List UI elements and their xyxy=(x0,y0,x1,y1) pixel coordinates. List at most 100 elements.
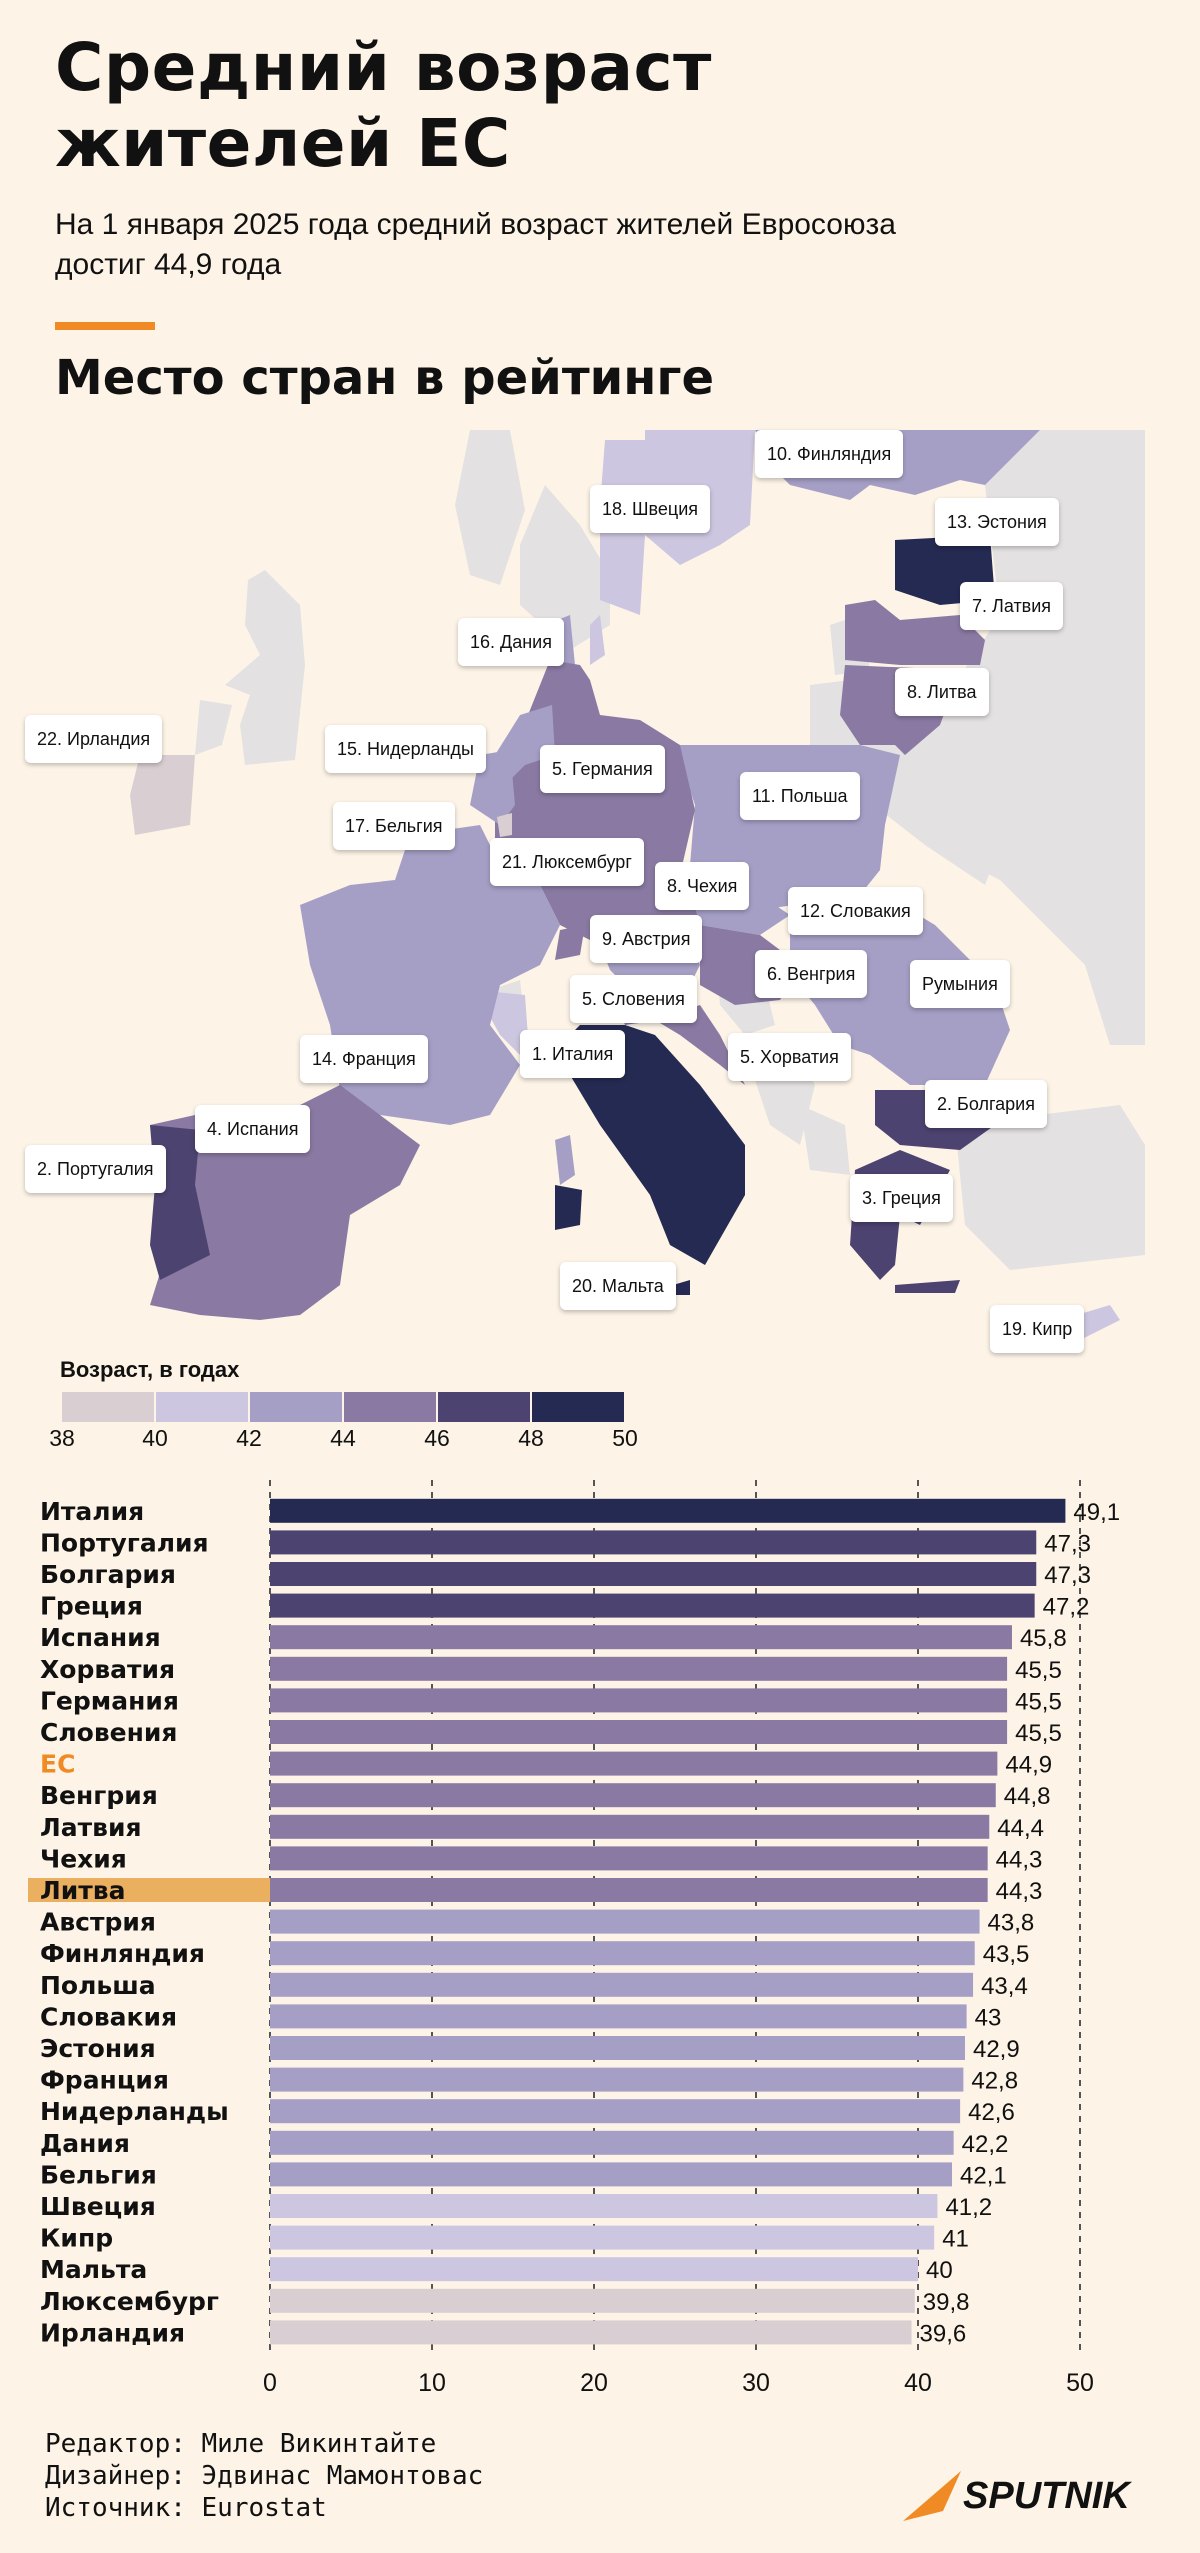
legend-tick-40: 40 xyxy=(142,1425,168,1451)
map-label-greece: 3. Греция xyxy=(850,1174,953,1222)
value-label: 41 xyxy=(942,2226,969,2253)
value-label: 47,3 xyxy=(1044,1530,1091,1557)
bar xyxy=(270,1498,1066,1523)
bar xyxy=(270,1562,1037,1586)
bar xyxy=(270,2130,954,2155)
sputnik-logo: SPUTNIK xyxy=(903,2471,1130,2521)
map-label-poland: 11. Польша xyxy=(740,772,860,820)
category-label: Финляндия xyxy=(40,1939,205,1968)
bar xyxy=(270,1593,1035,1618)
map-label-netherlands: 15. Нидерланды xyxy=(325,725,486,773)
value-label: 43 xyxy=(975,2004,1002,2031)
credit-source: Источник: Eurostat xyxy=(45,2493,327,2523)
value-label: 41,2 xyxy=(945,2194,992,2221)
value-label: 47,2 xyxy=(1043,1594,1090,1621)
category-label: Дания xyxy=(40,2129,130,2158)
category-label: Венгрия xyxy=(40,1781,158,1810)
legend-swatch-48-50 xyxy=(532,1392,624,1422)
category-label: Кипр xyxy=(40,2224,113,2253)
x-tick-label: 20 xyxy=(580,2369,608,2397)
value-label: 42,1 xyxy=(960,2162,1007,2189)
category-label: Чехия xyxy=(40,1844,127,1873)
bar xyxy=(270,2194,938,2218)
bar xyxy=(270,2004,967,2029)
legend-tick-44: 44 xyxy=(330,1425,356,1451)
x-tick-label: 50 xyxy=(1066,2369,1094,2397)
value-label: 45,5 xyxy=(1015,1720,1062,1747)
map-label-romania: Румыния xyxy=(910,960,1010,1008)
bar xyxy=(270,1783,996,1808)
x-tick-label: 30 xyxy=(742,2369,770,2397)
legend-swatch-38-40 xyxy=(62,1392,154,1422)
map-label-denmark: 16. Дания xyxy=(458,618,564,666)
map-label-germany: 5. Германия xyxy=(540,745,665,793)
map-label-italy: 1. Италия xyxy=(520,1030,626,1078)
x-tick-label: 0 xyxy=(263,2369,277,2397)
value-label: 39,6 xyxy=(920,2320,967,2347)
map-label-cyprus: 19. Кипр xyxy=(990,1305,1085,1353)
value-label: 45,5 xyxy=(1015,1657,1062,1684)
map-label-portugal: 2. Португалия xyxy=(25,1145,166,1193)
bar xyxy=(270,1814,990,1839)
value-label: 47,3 xyxy=(1044,1562,1091,1589)
bar xyxy=(270,2099,961,2124)
bar xyxy=(270,2288,915,2313)
category-label: Словакия xyxy=(40,2002,177,2031)
value-label: 42,9 xyxy=(973,2036,1020,2063)
category-label: Франция xyxy=(40,2066,169,2095)
legend-tick-38: 38 xyxy=(49,1425,75,1451)
bar xyxy=(270,2036,965,2060)
value-label: 44,3 xyxy=(996,1878,1043,1905)
category-label: Австрия xyxy=(40,1908,156,1937)
legend-title: Возраст, в годах xyxy=(60,1357,240,1382)
map-label-luxembourg: 21. Люксембург xyxy=(490,838,644,886)
category-label: Португалия xyxy=(40,1528,209,1557)
category-label: Швеция xyxy=(40,2192,156,2221)
page-title: Средний возраст жителей ЕС xyxy=(55,30,712,182)
bar xyxy=(270,1972,974,1997)
credits: Редактор: Миле Викинтайте Дизайнер: Эдви… xyxy=(45,2428,483,2524)
value-label: 43,8 xyxy=(988,1910,1035,1937)
value-label: 40 xyxy=(926,2257,953,2284)
category-label: Люксембург xyxy=(40,2287,219,2316)
value-label: 44,4 xyxy=(997,1815,1044,1842)
category-label: Нидерланды xyxy=(40,2097,229,2126)
accent-divider xyxy=(55,322,155,330)
category-label: Италия xyxy=(40,1497,144,1526)
age-bar-chart: 0 10 20 30 40 50 Италия 49,1 Португалия 47,3 Болга… xyxy=(28,1480,1120,2397)
map-label-lithuania: 8. Литва xyxy=(895,668,989,716)
category-label: ЕС xyxy=(40,1750,75,1779)
map-label-spain: 4. Испания xyxy=(195,1105,311,1153)
category-label: Мальта xyxy=(40,2255,147,2284)
value-label: 44,3 xyxy=(996,1846,1043,1873)
section-title: Место стран в рейтинге xyxy=(55,350,715,406)
map-label-czechia: 8. Чехия xyxy=(655,862,750,910)
bar xyxy=(270,1909,980,1934)
category-label: Литва xyxy=(40,1876,125,1905)
value-label: 44,9 xyxy=(1005,1752,1052,1779)
sputnik-logo-text: SPUTNIK xyxy=(963,2475,1130,2517)
subtitle: На 1 января 2025 года средний возраст жи… xyxy=(55,208,896,281)
legend-tick-46: 46 xyxy=(424,1425,450,1451)
x-tick-label: 40 xyxy=(904,2369,932,2397)
legend-swatch-40-42 xyxy=(156,1392,248,1422)
bar xyxy=(270,1878,988,1902)
map-label-finland: 10. Финляндия xyxy=(755,430,904,478)
credit-editor: Редактор: Миле Викинтайте xyxy=(45,2429,437,2459)
bar xyxy=(270,1751,998,1776)
category-label: Польша xyxy=(40,1971,156,2000)
map-label-hungary: 6. Венгрия xyxy=(755,950,868,998)
map-label-france: 14. Франция xyxy=(300,1035,428,1083)
title-line-2: жителей ЕС xyxy=(55,105,511,182)
map-label-slovenia: 5. Словения xyxy=(570,975,697,1023)
highlight-band xyxy=(28,1878,270,1902)
bar xyxy=(270,1688,1008,1713)
map-label-belgium: 17. Бельгия xyxy=(333,802,455,850)
value-label: 43,4 xyxy=(981,1973,1028,2000)
legend-swatch-46-48 xyxy=(438,1392,530,1422)
legend-tick-42: 42 xyxy=(236,1425,262,1451)
legend-tick-50: 50 xyxy=(612,1425,638,1451)
value-label: 49,1 xyxy=(1073,1499,1120,1526)
value-label: 45,8 xyxy=(1020,1625,1067,1652)
category-label: Болгария xyxy=(40,1560,176,1589)
